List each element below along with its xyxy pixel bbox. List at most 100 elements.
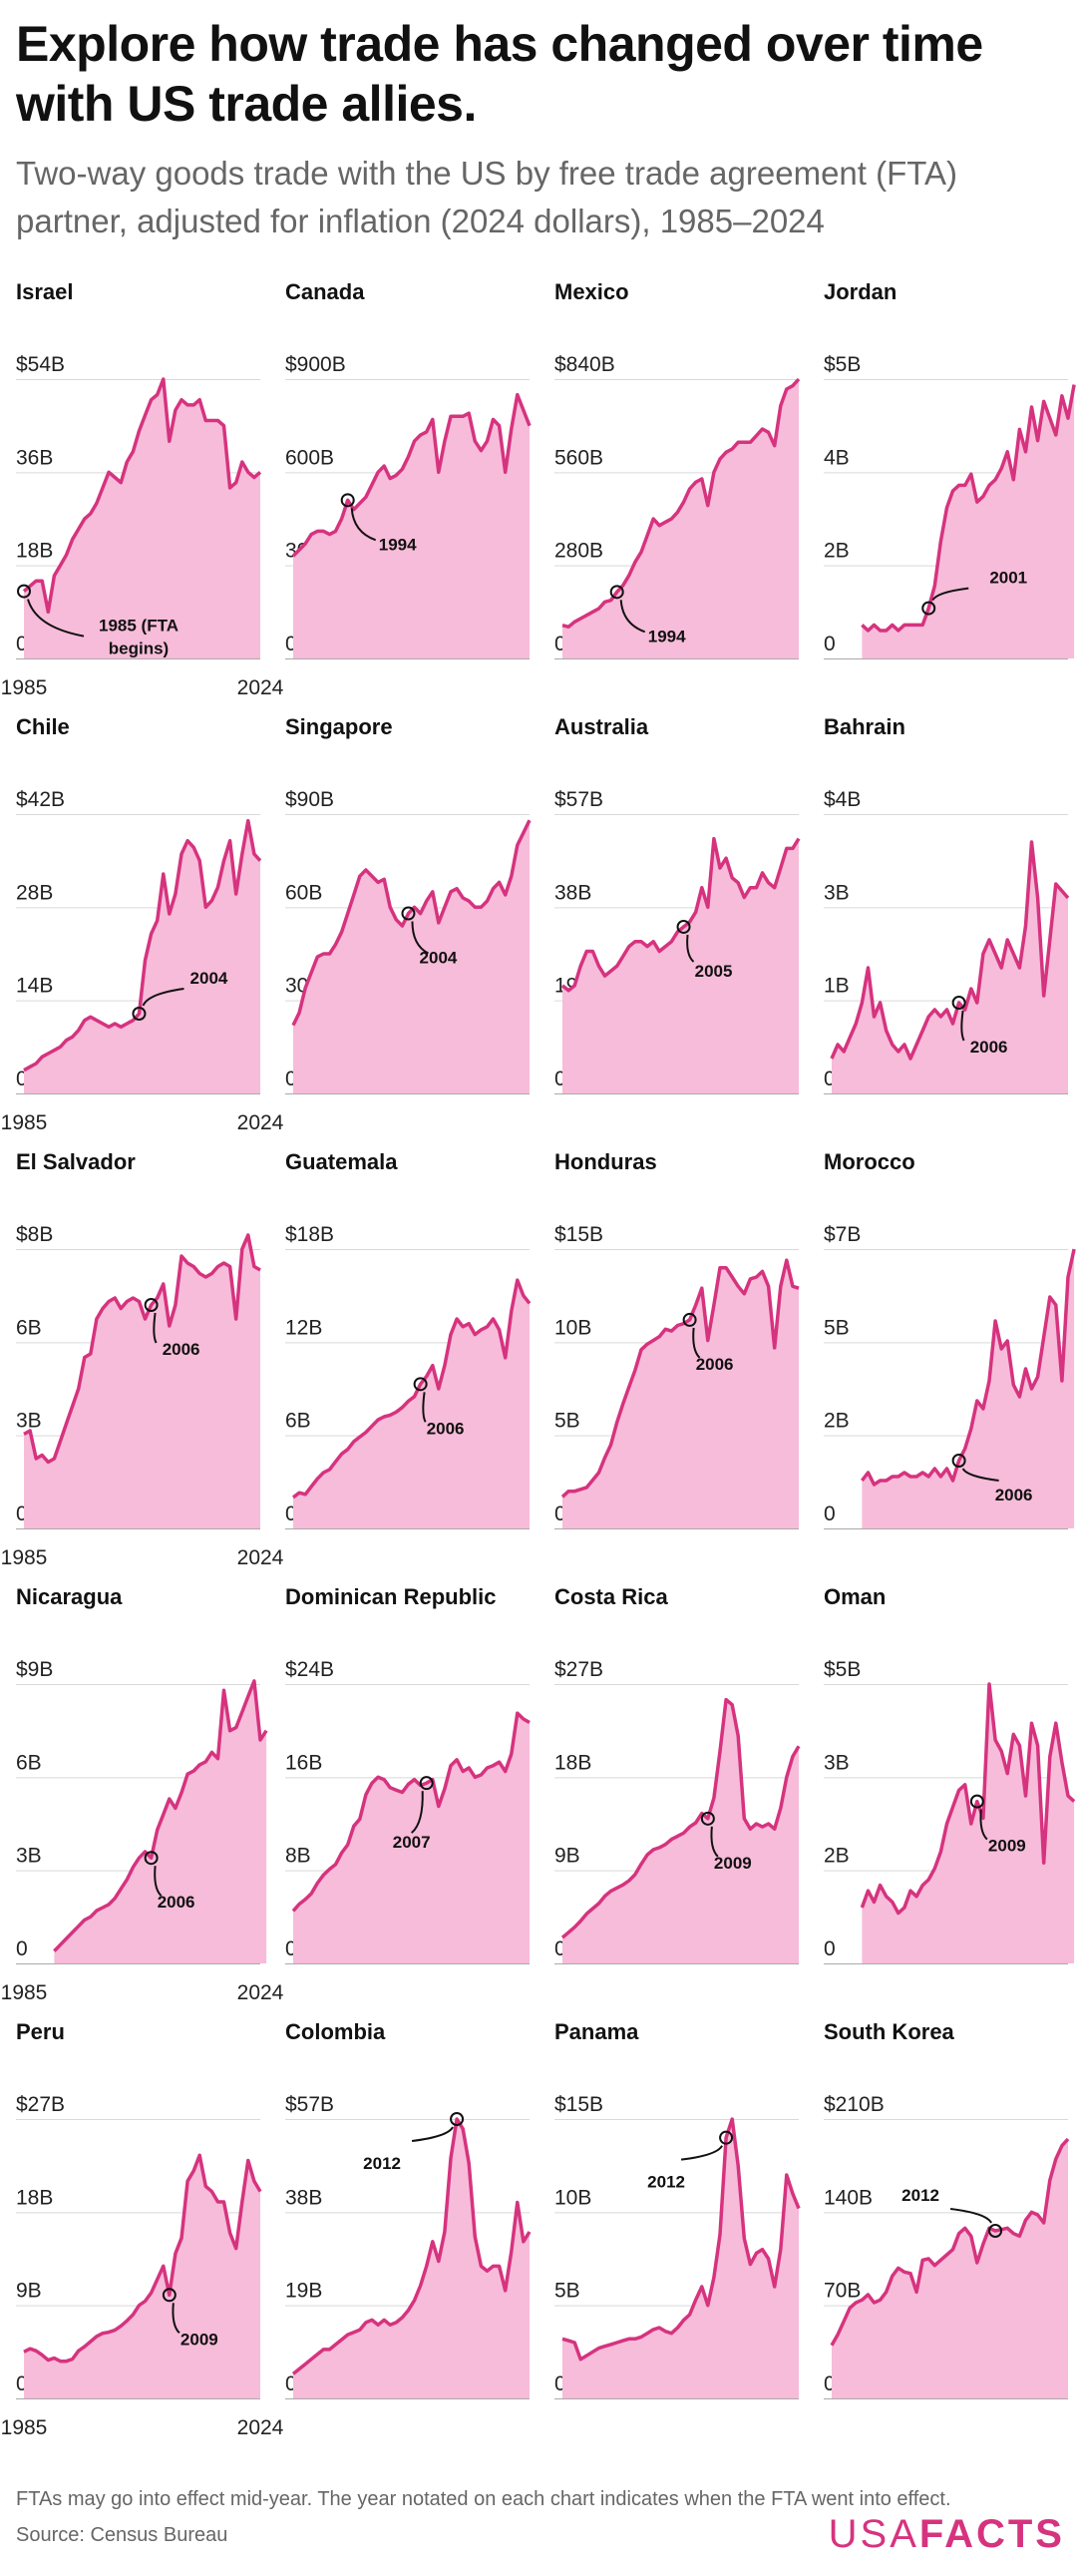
y-tick-label: 38B bbox=[554, 881, 591, 904]
fta-marker bbox=[17, 584, 31, 599]
fta-label: 2006 bbox=[696, 1355, 734, 1374]
area-fill bbox=[562, 1699, 799, 1963]
y-tick-label: 18B bbox=[16, 2186, 53, 2209]
y-tick-label: $900B bbox=[285, 353, 346, 376]
chart-panel-morocco: Morocco 0 2B 5B $7B 2006 bbox=[824, 1149, 1076, 1529]
chart-title: Singapore bbox=[285, 714, 393, 739]
y-tick-label: $7B bbox=[824, 1223, 861, 1246]
y-tick-label: $210B bbox=[824, 2093, 885, 2116]
annotation-arrow bbox=[411, 2126, 454, 2142]
y-tick-label: 3B bbox=[824, 881, 850, 904]
x-tick-label-start: 1985 bbox=[1, 2416, 48, 2439]
y-tick-label: $57B bbox=[554, 788, 603, 811]
y-tick-label: 38B bbox=[285, 2186, 322, 2209]
y-tick-label: 0 bbox=[824, 633, 836, 655]
trade-line bbox=[291, 1711, 531, 1913]
annotation-arrow bbox=[961, 1468, 999, 1482]
fta-label: 2007 bbox=[393, 1833, 431, 1852]
fta-marker bbox=[951, 996, 966, 1010]
annotation-arrow bbox=[411, 921, 429, 955]
chart-panel-south-korea: South Korea 0 70B 140B $210B 2012 bbox=[824, 2019, 1070, 2399]
y-tick-label: 5B bbox=[554, 1410, 580, 1433]
chart-title: Oman bbox=[824, 1584, 886, 1609]
source-note: Source: Census Bureau bbox=[16, 2524, 228, 2546]
chart-title: Costa Rica bbox=[554, 1584, 668, 1609]
fta-label: 2001 bbox=[989, 569, 1027, 588]
y-tick-label: 0 bbox=[554, 1503, 566, 1525]
y-tick-label: 3B bbox=[16, 1410, 42, 1433]
y-tick-label: $5B bbox=[824, 1658, 861, 1681]
y-tick-label: $4B bbox=[824, 788, 861, 811]
chart-title: Mexico bbox=[554, 279, 629, 304]
trade-line bbox=[860, 1682, 1076, 1916]
y-tick-label: 560B bbox=[554, 446, 603, 469]
chart-title: Guatemala bbox=[285, 1149, 398, 1174]
y-tick-label: 10B bbox=[554, 1316, 591, 1339]
area-fill bbox=[862, 384, 1075, 658]
y-tick-label: 2B bbox=[824, 1845, 850, 1868]
y-tick-label: $18B bbox=[285, 1223, 334, 1246]
chart-title: Panama bbox=[554, 2019, 639, 2044]
y-tick-label: 0 bbox=[554, 633, 566, 655]
chart-title: Israel bbox=[16, 279, 74, 304]
fta-marker bbox=[419, 1776, 434, 1791]
x-tick-label-end: 2024 bbox=[237, 2416, 284, 2439]
fta-marker bbox=[450, 2112, 465, 2126]
chart-title: El Salvador bbox=[16, 1149, 136, 1174]
chart-panel-jordan: Jordan 0 2B 4B $5B 2001 bbox=[824, 279, 1076, 659]
y-tick-label: 6B bbox=[16, 1751, 42, 1774]
y-tick-label: 0 bbox=[16, 2372, 28, 2395]
logo-text-usa: USA bbox=[828, 2512, 919, 2556]
y-tick-label: 8B bbox=[285, 1845, 311, 1868]
y-tick-label: 18B bbox=[16, 540, 53, 563]
x-tick-label-end: 2024 bbox=[237, 1546, 284, 1569]
trade-line bbox=[560, 836, 801, 993]
area-fill bbox=[293, 1713, 530, 1963]
chart-panel-peru: Peru 0 9B 18B $27B 2009 1985 2024 bbox=[1, 2019, 284, 2439]
annotation-arrow bbox=[142, 988, 184, 1007]
annotation-arrow bbox=[710, 1826, 719, 1858]
fta-marker bbox=[719, 2130, 734, 2145]
area-fill bbox=[562, 379, 799, 658]
annotation-arrow bbox=[949, 2208, 992, 2224]
y-tick-label: $54B bbox=[16, 353, 65, 376]
chart-title: Australia bbox=[554, 714, 649, 739]
x-tick-label-start: 1985 bbox=[1, 1546, 48, 1569]
fta-label: begins) bbox=[109, 640, 169, 658]
y-tick-label: 0 bbox=[16, 1068, 28, 1090]
y-tick-label: 0 bbox=[285, 1503, 297, 1525]
y-tick-label: $24B bbox=[285, 1658, 334, 1681]
fta-marker bbox=[676, 919, 691, 934]
annotation-arrow bbox=[931, 587, 969, 602]
y-tick-label: 16B bbox=[285, 1751, 322, 1774]
fta-marker bbox=[700, 1811, 715, 1826]
y-tick-label: 14B bbox=[16, 975, 53, 998]
y-tick-label: 600B bbox=[285, 446, 334, 469]
chart-title: Bahrain bbox=[824, 714, 905, 739]
area-fill bbox=[293, 820, 530, 1093]
area-fill bbox=[862, 1684, 1075, 1963]
y-tick-label: 0 bbox=[554, 1068, 566, 1090]
trade-line bbox=[23, 818, 262, 1073]
fta-marker bbox=[682, 1312, 697, 1327]
fta-marker bbox=[162, 2288, 177, 2303]
fta-label: 2004 bbox=[420, 949, 458, 968]
y-tick-label: 0 bbox=[285, 1068, 297, 1090]
y-tick-label: $5B bbox=[824, 353, 861, 376]
x-tick-label-start: 1985 bbox=[1, 1111, 48, 1134]
y-tick-label: 0 bbox=[824, 1937, 836, 1960]
y-tick-label: 60B bbox=[285, 881, 322, 904]
fta-label: 2012 bbox=[901, 2186, 939, 2205]
fta-label: 2006 bbox=[158, 1893, 195, 1912]
chart-panel-mexico: Mexico 0 280B 560B $840B 1994 bbox=[554, 279, 801, 659]
fta-label: 2009 bbox=[714, 1854, 752, 1873]
annotation-arrow bbox=[692, 1327, 701, 1359]
y-tick-label: 18B bbox=[554, 1751, 591, 1774]
area-fill bbox=[293, 2119, 530, 2398]
area-fill bbox=[24, 379, 260, 658]
usafacts-logo[interactable]: USAFACTS bbox=[829, 2512, 1065, 2557]
annotation-arrow bbox=[350, 508, 377, 542]
